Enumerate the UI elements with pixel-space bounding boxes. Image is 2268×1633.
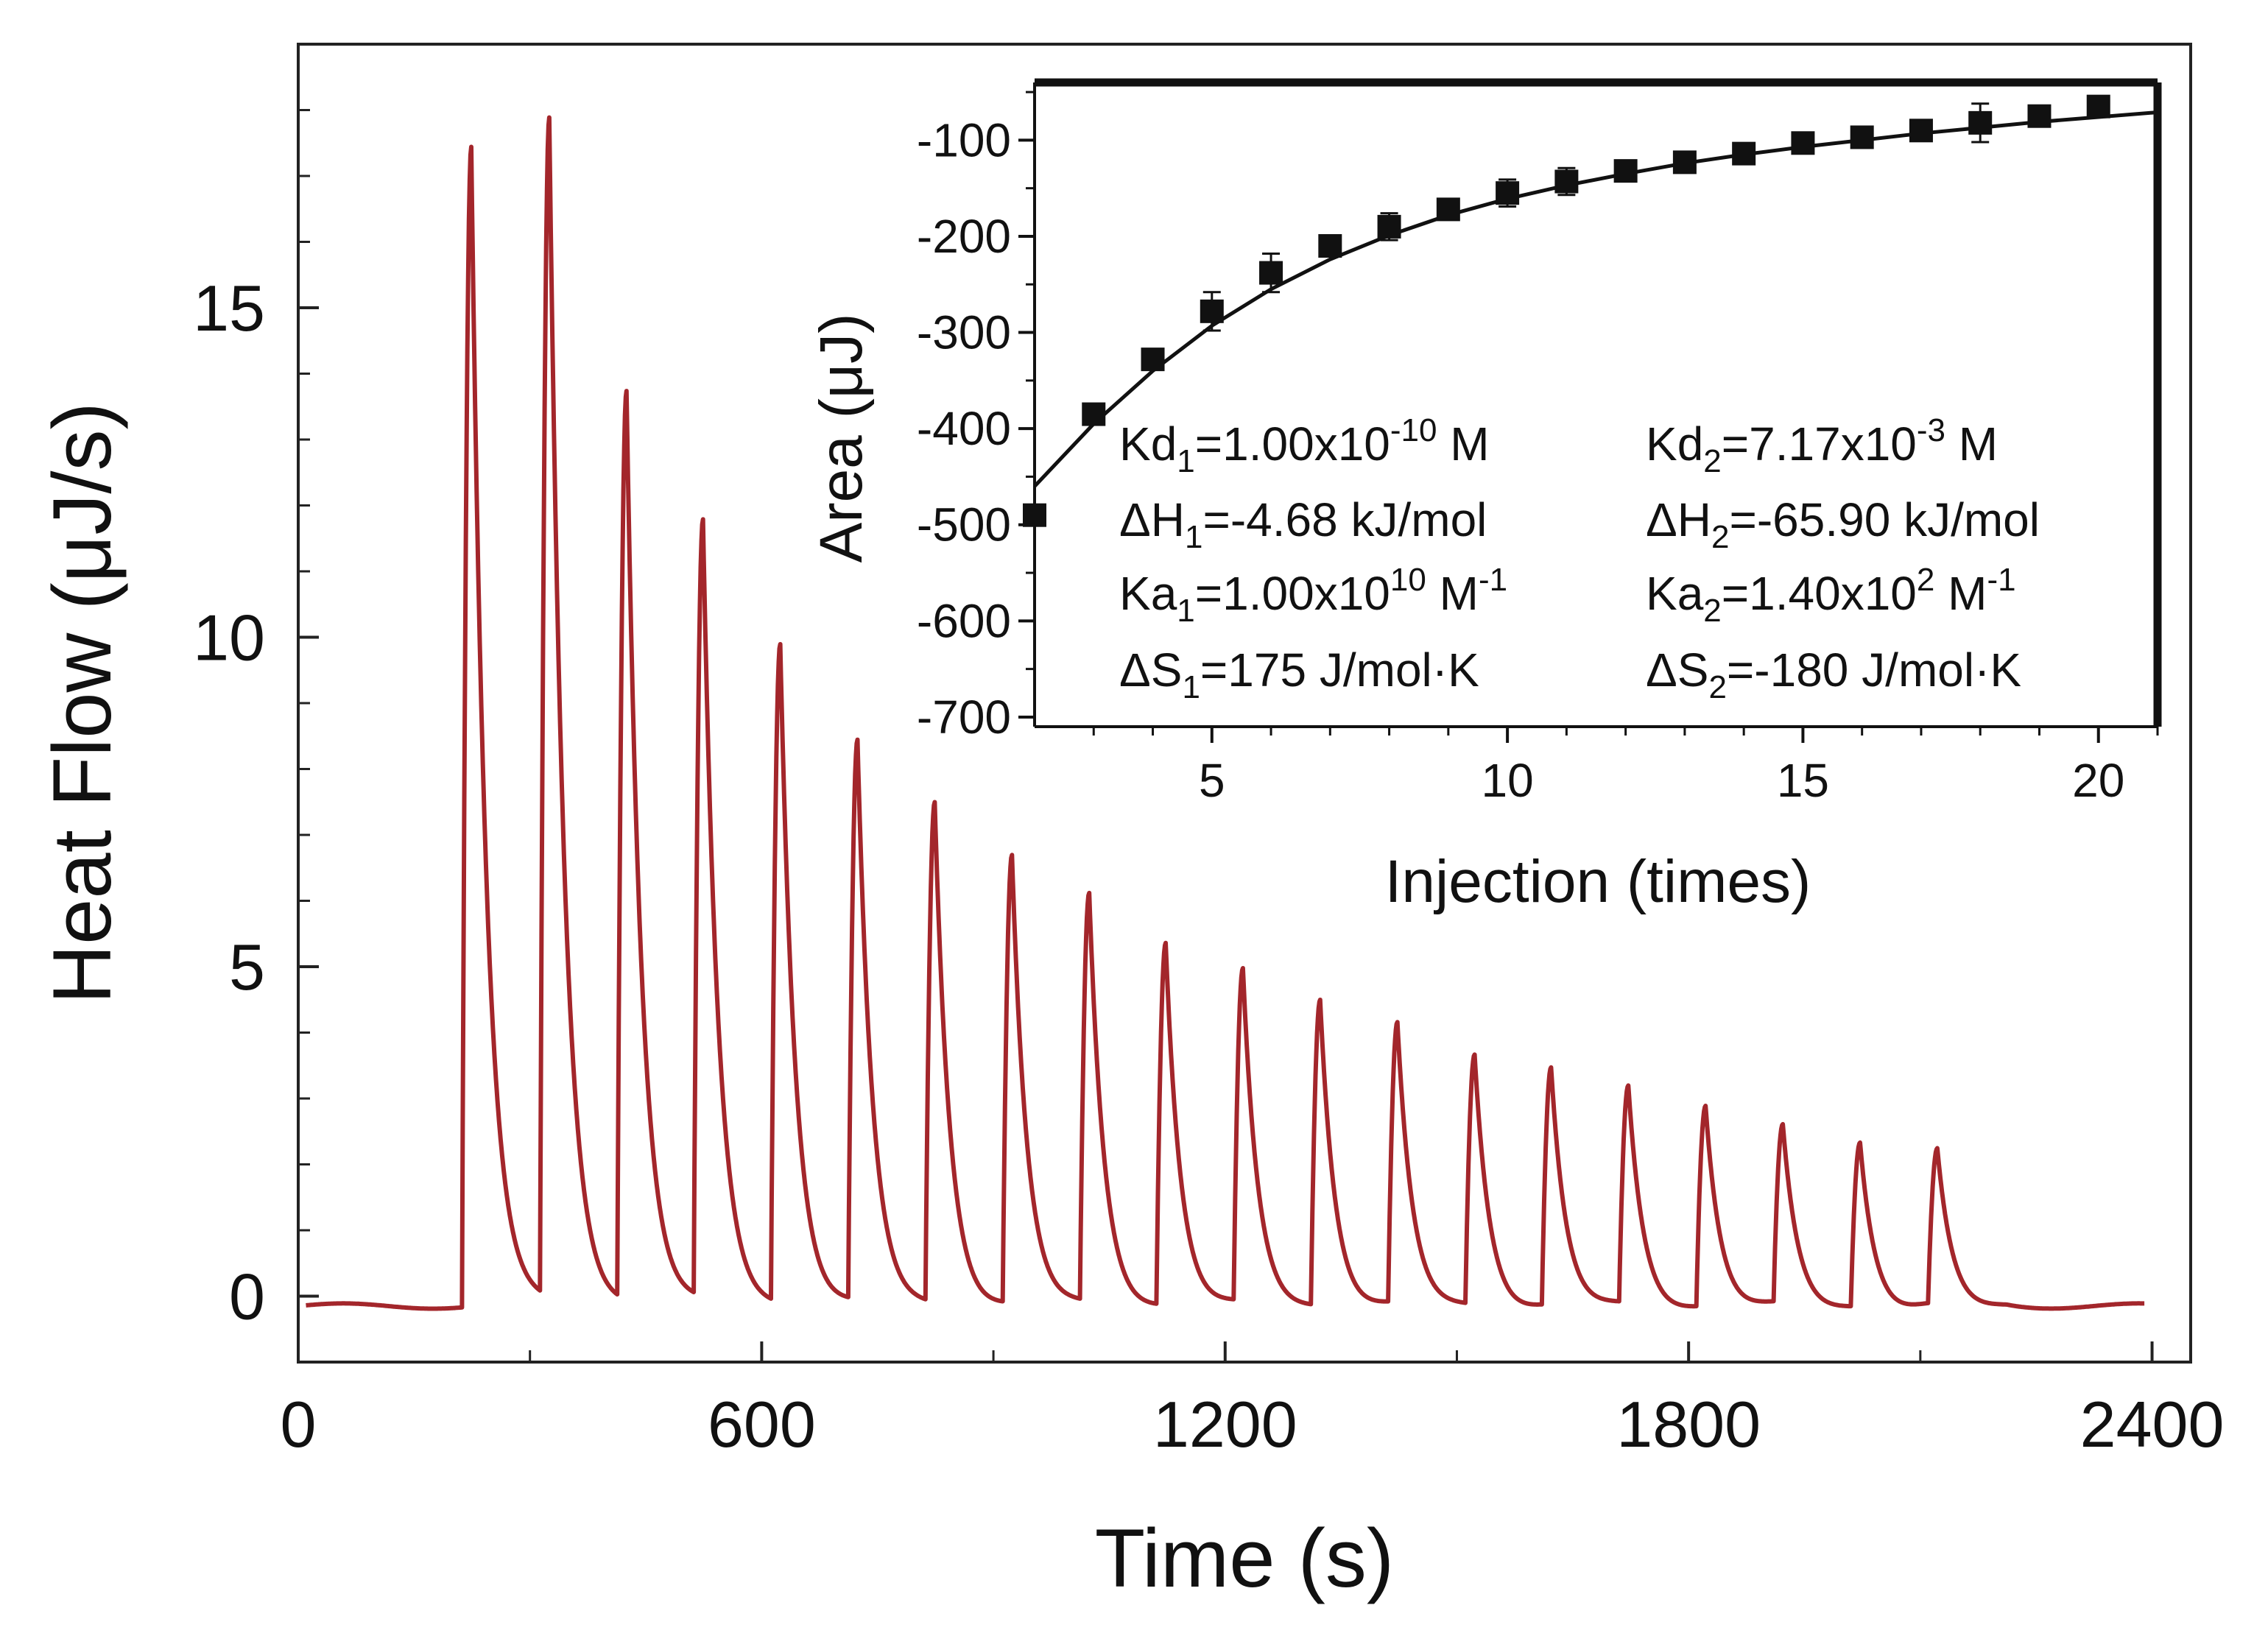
param-right-row: ΔS2=-180 J/mol·K	[1646, 643, 2021, 705]
inset-data-point	[1968, 110, 1993, 135]
inset-x-tick-label: 15	[1777, 754, 1829, 807]
param-right-row: Kd2=7.17x10-3 M	[1646, 412, 1998, 479]
inset-data-point	[1436, 197, 1460, 222]
main-x-tick-label: 1800	[1616, 1388, 1761, 1461]
heat-flow-trace	[304, 115, 2146, 1311]
main-x-tick-label: 600	[708, 1388, 816, 1461]
inset-data-point	[1672, 150, 1697, 174]
main-x-tick-label: 0	[281, 1388, 317, 1461]
main-y-ticks: 0 5 10 15	[193, 109, 319, 1333]
inset-x-tick-label: 10	[1482, 754, 1534, 807]
main-x-tick-label: 2400	[2080, 1388, 2225, 1461]
inset-data-point	[1732, 141, 1756, 166]
inset-y-tick-label: -400	[917, 402, 1011, 455]
main-x-ticks: 0 600 1200 1800 2400	[281, 1341, 2225, 1461]
inset-x-tick-label: 20	[2072, 754, 2124, 807]
main-y-tick-label: 5	[229, 931, 265, 1004]
param-left-row: Ka1=1.00x1010 M-1	[1119, 562, 1507, 629]
main-y-tick-label: 15	[193, 272, 265, 345]
inset-data-point	[1377, 214, 1401, 239]
inset-x-axis-label: Injection (times)	[1385, 848, 1811, 915]
inset-data-point	[1554, 169, 1579, 194]
param-left-row: Kd1=1.00x10-10 M	[1119, 412, 1490, 479]
inset-y-tick-label: -500	[917, 498, 1011, 551]
inset-y-ticks: -100 -200 -300 -400 -500 -600 -700	[917, 91, 1035, 744]
main-chart: 0 600 1200 1800 2400 0 5 10 15 Time (s) Heat Fl…	[36, 43, 2225, 1604]
inset-background	[1035, 82, 2158, 727]
inset-data-point	[1613, 159, 1638, 183]
inset-y-tick-label: -300	[917, 306, 1011, 359]
binding-parameters: Kd1=1.00x10-10 M ΔH1=-4.68 kJ/mol Ka1=1.00…	[1119, 412, 2040, 705]
inset-x-ticks: 5 10 15 20	[1092, 727, 2159, 807]
inset-x-tick-label: 5	[1199, 754, 1225, 807]
param-right-row: Ka2=1.40x102 M-1	[1646, 562, 2016, 629]
param-left-row: ΔH1=-4.68 kJ/mol	[1119, 493, 1487, 555]
inset-y-tick-label: -600	[917, 594, 1011, 647]
inset-chart: 5 10 15 20 -100 -200 -300 -400 -500 -600 -700 Inj…	[808, 78, 2162, 915]
inset-data-point	[1496, 181, 1520, 205]
inset-data-point	[1082, 402, 1106, 426]
main-y-tick-label: 0	[229, 1260, 265, 1333]
inset-y-tick-label: -200	[917, 210, 1011, 263]
main-y-tick-label: 10	[193, 602, 265, 674]
inset-data-point	[1259, 261, 1283, 285]
inset-data-point	[1850, 125, 1874, 149]
main-x-axis-label: Time (s)	[1095, 1512, 1394, 1604]
inset-data-point	[2027, 104, 2052, 128]
inset-data-point	[1318, 234, 1342, 258]
inset-y-axis-label: Area (μJ)	[808, 314, 875, 563]
inset-y-tick-label: -100	[917, 113, 1011, 166]
main-x-tick-label: 1200	[1153, 1388, 1297, 1461]
inset-data-point	[1200, 299, 1224, 323]
param-right-row: ΔH2=-65.90 kJ/mol	[1646, 493, 2040, 555]
param-left-row: ΔS1=175 J/mol·K	[1119, 643, 1479, 705]
inset-data-point	[1791, 131, 1815, 155]
inset-data-point	[1909, 119, 1933, 143]
inset-y-tick-label: -700	[917, 691, 1011, 744]
inset-data-points	[1023, 94, 2110, 527]
inset-data-point	[2086, 94, 2110, 119]
inset-data-point	[1141, 348, 1165, 372]
main-y-axis-label: Heat Flow (μJ/s)	[36, 402, 128, 1004]
